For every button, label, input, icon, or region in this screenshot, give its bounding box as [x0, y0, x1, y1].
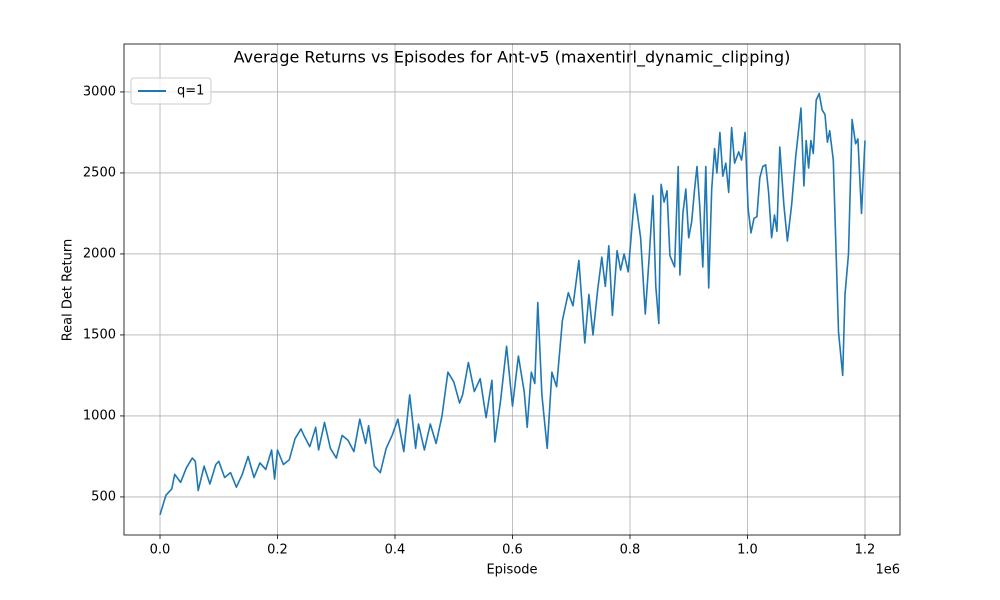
y-tick-label: 2000 — [83, 246, 116, 261]
y-tick-label: 2500 — [83, 165, 116, 180]
x-tick-label: 0.0 — [150, 543, 171, 558]
x-tick-label: 0.2 — [267, 543, 288, 558]
chart-title: Average Returns vs Episodes for Ant-v5 (… — [234, 48, 791, 68]
y-tick-label: 1000 — [83, 408, 116, 423]
x-tick-label: 0.8 — [620, 543, 641, 558]
x-offset-text: 1e6 — [875, 563, 900, 578]
x-tick-label: 1.0 — [737, 543, 758, 558]
legend-label: q=1 — [177, 84, 204, 99]
y-tick-label: 500 — [91, 489, 116, 504]
legend-box — [130, 77, 212, 105]
data-line — [159, 92, 866, 516]
y-axis-label: Real Det Return — [61, 239, 76, 342]
x-tick-label: 1.2 — [855, 543, 876, 558]
y-tick-label: 1500 — [83, 327, 116, 342]
plot-frame — [123, 43, 901, 536]
y-tick-label: 3000 — [83, 84, 116, 99]
x-tick-label: 0.4 — [385, 543, 406, 558]
x-axis-label: Episode — [486, 563, 537, 578]
x-tick-label: 0.6 — [502, 543, 523, 558]
